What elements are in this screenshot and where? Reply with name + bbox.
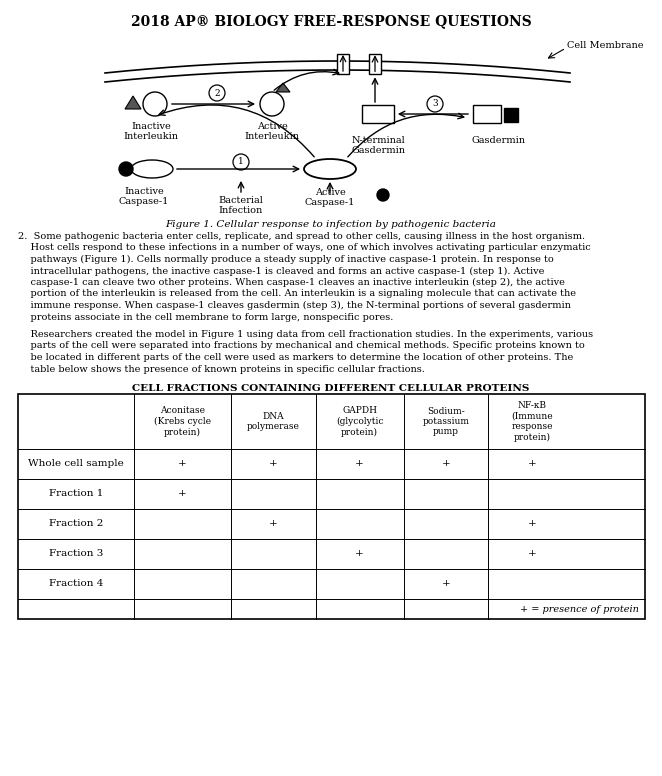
Text: N-terminal
Gasdermin: N-terminal Gasdermin: [351, 136, 405, 155]
Text: intracellular pathogens, the inactive caspase-1 is cleaved and forms an active c: intracellular pathogens, the inactive ca…: [18, 266, 544, 275]
Bar: [504, 108, 518, 122]
Text: + = presence of protein: + = presence of protein: [520, 605, 639, 614]
Bar: [362, 105, 394, 123]
Text: Gasdermin: Gasdermin: [471, 136, 525, 145]
Bar: [337, 54, 349, 74]
Text: +: +: [528, 549, 536, 559]
Text: +: +: [178, 459, 187, 469]
Text: 2018 AP® BIOLOGY FREE-RESPONSE QUESTIONS: 2018 AP® BIOLOGY FREE-RESPONSE QUESTIONS: [130, 14, 532, 28]
Text: portion of the interleukin is released from the cell. An interleukin is a signal: portion of the interleukin is released f…: [18, 289, 576, 299]
Text: Active
Interleukin: Active Interleukin: [244, 122, 299, 141]
Text: Bacterial
Infection: Bacterial Infection: [218, 196, 263, 216]
Bar: [18, 394, 645, 619]
Text: Fraction 1: Fraction 1: [49, 490, 103, 498]
Text: immune response. When caspase-1 cleaves gasdermin (step 3), the N-terminal porti: immune response. When caspase-1 cleaves …: [18, 301, 571, 310]
Text: Whole cell sample: Whole cell sample: [28, 459, 124, 469]
Text: caspase-1 can cleave two other proteins. When caspase-1 cleaves an inactive inte: caspase-1 can cleave two other proteins.…: [18, 278, 565, 287]
Text: Host cells respond to these infections in a number of ways, one of which involve: Host cells respond to these infections i…: [18, 244, 591, 252]
Text: table below shows the presence of known proteins in specific cellular fractions.: table below shows the presence of known …: [18, 365, 425, 373]
Text: +: +: [442, 580, 450, 588]
Text: pathways (Figure 1). Cells normally produce a steady supply of inactive caspase-: pathways (Figure 1). Cells normally prod…: [18, 255, 553, 264]
Text: +: +: [269, 519, 278, 528]
Text: 3: 3: [432, 99, 438, 109]
Text: +: +: [442, 459, 450, 469]
Text: Aconitase
(Krebs cycle
protein): Aconitase (Krebs cycle protein): [154, 407, 211, 437]
Text: NF-κB
(Immune
response
protein): NF-κB (Immune response protein): [511, 401, 553, 442]
Polygon shape: [125, 96, 141, 109]
Text: Fraction 2: Fraction 2: [49, 519, 103, 528]
Circle shape: [119, 162, 133, 176]
Text: Sodium-
potassium
pump: Sodium- potassium pump: [422, 407, 469, 436]
Bar: [473, 105, 501, 123]
Text: +: +: [269, 459, 278, 469]
Text: +: +: [355, 549, 364, 559]
Text: CELL FRACTIONS CONTAINING DIFFERENT CELLULAR PROTEINS: CELL FRACTIONS CONTAINING DIFFERENT CELL…: [132, 384, 530, 393]
Text: Fraction 3: Fraction 3: [49, 549, 103, 559]
Text: Cell Membrane: Cell Membrane: [567, 40, 643, 50]
Text: Inactive
Caspase-1: Inactive Caspase-1: [118, 187, 169, 206]
Text: Researchers created the model in Figure 1 using data from cell fractionation stu: Researchers created the model in Figure …: [18, 330, 593, 339]
Text: GAPDH
(glycolytic
protein): GAPDH (glycolytic protein): [336, 407, 383, 437]
Text: 1: 1: [238, 158, 244, 167]
Circle shape: [377, 189, 389, 201]
Text: Inactive
Interleukin: Inactive Interleukin: [124, 122, 179, 141]
Text: proteins associate in the cell membrane to form large, nonspecific pores.: proteins associate in the cell membrane …: [18, 313, 393, 321]
Text: Active
Caspase-1: Active Caspase-1: [305, 188, 355, 207]
Text: +: +: [355, 459, 364, 469]
Text: 2.  Some pathogenic bacteria enter cells, replicate, and spread to other cells, : 2. Some pathogenic bacteria enter cells,…: [18, 232, 585, 241]
Text: +: +: [528, 459, 536, 469]
Polygon shape: [276, 83, 290, 92]
Text: parts of the cell were separated into fractions by mechanical and chemical metho: parts of the cell were separated into fr…: [18, 341, 585, 351]
Bar: [369, 54, 381, 74]
Text: be located in different parts of the cell were used as markers to determine the : be located in different parts of the cel…: [18, 353, 573, 362]
Text: DNA
polymerase: DNA polymerase: [247, 412, 300, 431]
Text: 2: 2: [214, 88, 220, 98]
Text: Figure 1. Cellular response to infection by pathogenic bacteria: Figure 1. Cellular response to infection…: [166, 220, 496, 229]
Text: Fraction 4: Fraction 4: [49, 580, 103, 588]
Text: +: +: [178, 490, 187, 498]
Text: +: +: [528, 519, 536, 528]
